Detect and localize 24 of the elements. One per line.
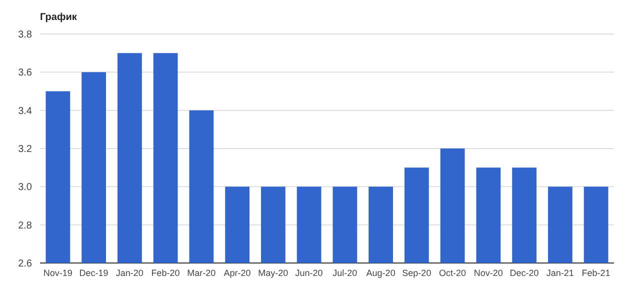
y-tick-label: 3.8 [18,30,32,40]
chart-title: График [40,12,78,23]
x-tick-label: Dec-20 [510,268,539,278]
y-tick-label: 2.6 [18,258,32,270]
x-tick-label: Sep-20 [402,268,432,278]
x-tick-label: Jan-20 [116,268,144,278]
x-tick-label: Jan-21 [546,268,574,278]
x-tick-label: Nov-19 [43,268,72,278]
x-tick-label: Mar-20 [187,268,216,278]
y-tick-label: 3.2 [18,144,32,155]
y-tick-label: 2.8 [18,220,32,232]
y-tick-label: 3.4 [18,106,32,117]
x-tick-label: Feb-20 [151,268,180,278]
x-tick-label: Aug-20 [366,268,396,278]
y-tick-label: 3.0 [18,182,32,194]
x-tick-label: Nov-20 [474,268,503,278]
x-tick-label: Jul-20 [332,268,358,278]
x-tick-label: Feb-21 [582,268,610,278]
y-tick-label: 3.6 [18,68,32,79]
x-tick-label: Jun-20 [295,268,323,278]
x-tick-label: Oct-20 [439,268,466,278]
x-tick-label: May-20 [258,268,288,278]
x-tick-label: Apr-20 [224,268,251,278]
x-tick-label: Dec-19 [79,268,108,278]
